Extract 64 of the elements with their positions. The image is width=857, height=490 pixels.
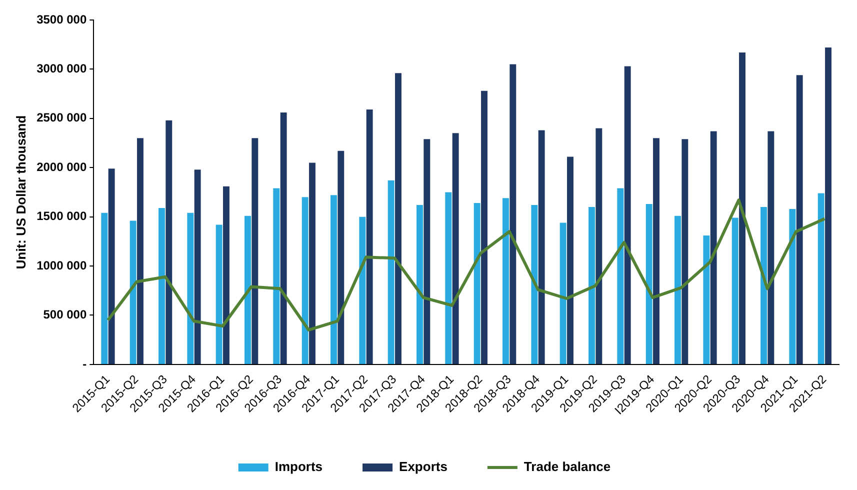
bar	[538, 130, 545, 364]
legend-label: Trade balance	[524, 459, 611, 474]
bar	[624, 66, 631, 364]
bar	[710, 131, 717, 364]
bar	[732, 218, 738, 364]
y-tick-label: 3000 000	[36, 62, 87, 76]
bar	[531, 205, 538, 364]
bar	[194, 170, 201, 364]
bar	[481, 90, 488, 364]
bar	[366, 110, 373, 364]
bar	[280, 112, 287, 364]
bar	[302, 197, 308, 364]
bar	[424, 139, 430, 364]
y-tick-label: 1000 000	[36, 258, 87, 272]
bar	[223, 186, 230, 364]
bar	[330, 195, 337, 364]
legend-label: Exports	[399, 459, 448, 474]
bar	[646, 204, 652, 364]
bar	[653, 138, 660, 364]
bar	[502, 198, 509, 364]
bar	[101, 212, 108, 364]
bar	[130, 220, 136, 364]
bar	[359, 216, 366, 364]
bar	[187, 212, 194, 364]
y-axis-title: Unit: US Dollar thousand	[13, 115, 28, 270]
bar	[309, 162, 316, 364]
y-tick-label: 2000 000	[36, 160, 87, 174]
bar	[768, 131, 774, 364]
bar	[338, 150, 344, 364]
bar	[158, 208, 165, 364]
bar	[674, 216, 681, 364]
bar	[703, 236, 710, 364]
bar	[818, 193, 824, 364]
y-tick-label: 1500 000	[36, 209, 87, 224]
bar	[273, 188, 280, 364]
bar	[588, 206, 595, 364]
bar	[137, 138, 144, 364]
bar	[244, 216, 251, 364]
y-tick-label: 2500 000	[36, 110, 87, 125]
bar	[825, 48, 832, 364]
bar	[510, 64, 516, 364]
bar	[416, 205, 423, 364]
bar	[760, 206, 767, 364]
bar	[560, 222, 566, 364]
y-tick-label: 3500 000	[36, 12, 87, 26]
bar	[474, 203, 480, 364]
bar	[682, 139, 688, 364]
bar	[789, 208, 796, 364]
bar	[796, 75, 803, 364]
bar	[596, 128, 602, 364]
bar	[108, 168, 115, 364]
bar	[567, 156, 574, 364]
bar	[452, 133, 459, 364]
y-tick-label: -	[82, 356, 87, 371]
bar	[739, 52, 746, 364]
bar	[395, 73, 402, 364]
bar	[445, 192, 452, 364]
bar	[166, 120, 172, 364]
legend-label: Imports	[274, 459, 323, 474]
bar	[388, 180, 394, 364]
bar	[252, 138, 258, 364]
y-tick-label: 500 000	[43, 308, 87, 322]
bar	[617, 188, 624, 364]
bar	[216, 224, 222, 364]
